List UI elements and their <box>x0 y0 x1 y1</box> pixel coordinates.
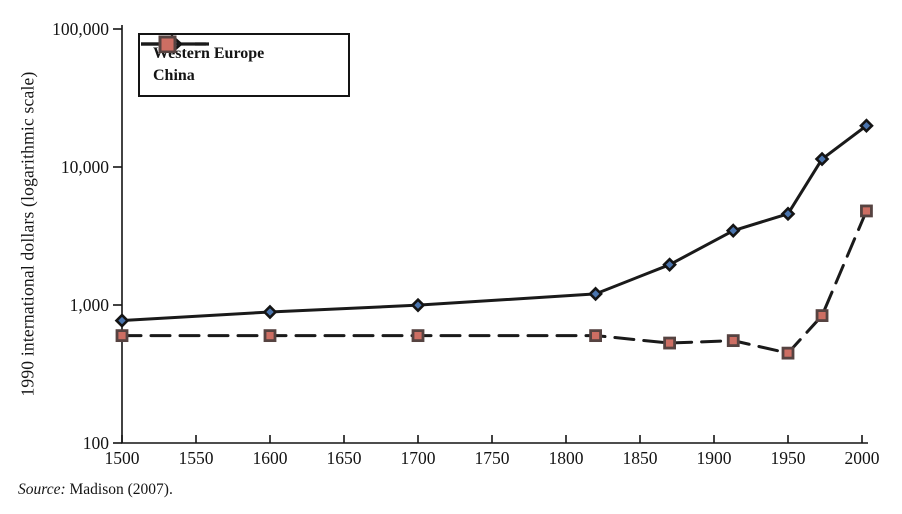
y-axis-label: 1990 international dollars (logarithmic … <box>17 71 38 397</box>
source-prefix: Source: <box>18 481 66 498</box>
data-point-china <box>726 334 740 348</box>
x-tick-label: 1550 <box>179 448 214 468</box>
x-tick-label: 1950 <box>771 448 806 468</box>
y-tick-label: 10,000 <box>61 157 109 177</box>
data-point-western-europe <box>725 223 741 238</box>
data-point-western-europe <box>114 313 130 328</box>
data-point-western-europe <box>262 304 278 320</box>
source-text: Madison (2007). <box>65 481 173 498</box>
data-point-western-europe <box>814 151 830 167</box>
data-point-western-europe <box>780 206 796 222</box>
legend-label-western-europe: Western Europe <box>153 45 265 62</box>
data-point-western-europe <box>859 118 874 134</box>
legend-item-china: China <box>141 35 348 85</box>
y-tick-label: 1,000 <box>70 295 110 315</box>
data-point-china <box>663 336 676 350</box>
x-tick-label: 2000 <box>845 448 880 468</box>
data-point-western-europe <box>588 286 603 302</box>
x-tick-label: 1650 <box>327 448 362 468</box>
x-tick-label: 1700 <box>401 448 436 468</box>
x-tick-label: 1500 <box>105 448 140 468</box>
data-point-china <box>860 204 873 218</box>
x-tick-label: 1850 <box>623 448 658 468</box>
source-note: Source: Madison (2007). <box>18 481 173 499</box>
china-line-sample-icon <box>141 35 206 53</box>
data-point-china <box>115 329 129 343</box>
data-point-china <box>411 329 425 343</box>
chart-legend: Western Europe China <box>138 33 350 97</box>
series-line-western-europe <box>120 124 868 323</box>
data-point-china <box>781 346 795 360</box>
y-tick-label: 100,000 <box>52 19 109 39</box>
data-point-western-europe <box>662 257 677 273</box>
series-line-china <box>120 209 868 355</box>
legend-label-china: China <box>153 67 195 84</box>
x-tick-label: 1750 <box>475 448 510 468</box>
data-point-western-europe <box>410 297 426 313</box>
y-tick-label: 100 <box>83 433 110 453</box>
x-tick-label: 1900 <box>697 448 732 468</box>
data-point-china <box>589 329 602 343</box>
x-tick-label: 1600 <box>253 448 288 468</box>
data-point-china <box>263 329 277 343</box>
axes: 100 1,000 10,000 100,000 1500 1550 1600 1650 170… <box>52 19 880 468</box>
x-tick-label: 1800 <box>549 448 584 468</box>
data-point-china <box>815 309 829 322</box>
